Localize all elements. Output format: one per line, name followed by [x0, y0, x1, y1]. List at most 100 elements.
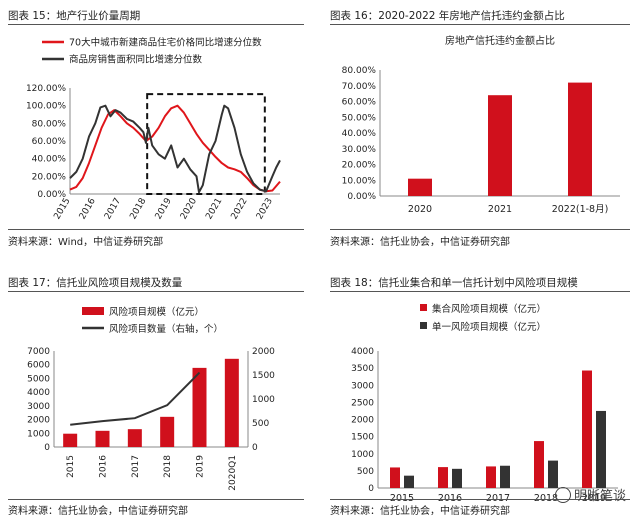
x-tick-label: 2019: [196, 455, 206, 478]
bar: [548, 460, 558, 488]
y-tick-label: 50.00%: [342, 113, 377, 123]
legend-label: 70大中城市新建商品住宅价格同比增速分位数: [69, 37, 262, 49]
bar: [404, 475, 414, 488]
divider: [8, 291, 304, 292]
legend-swatch: [82, 307, 104, 315]
y-tick-label: 60.00%: [32, 137, 67, 147]
chart-title: 房地产信托违约金额占比: [445, 34, 555, 47]
y-tick-label: 120.00%: [26, 84, 66, 94]
bar: [63, 433, 78, 447]
legend-swatch: [420, 322, 427, 329]
y-tick-label: 30.00%: [342, 145, 377, 155]
source-note: 资料来源：信托业协会，中信证券研究部: [8, 506, 188, 517]
y-tick-label-right: 1000: [252, 395, 275, 405]
y-tick-label: 80.00%: [342, 66, 377, 76]
y-tick-label: 10.00%: [342, 176, 377, 186]
x-tick-label: 2018: [534, 493, 558, 504]
panel-title: 图表 16：2020-2022 年房地产信托违约金额占比: [330, 10, 565, 22]
bar: [582, 370, 592, 488]
x-tick-label: 2018: [128, 196, 148, 221]
x-tick-label: 2022(1-8月): [552, 204, 609, 215]
y-tick-label: 20.00%: [342, 161, 377, 171]
y-tick-label: 1000: [351, 450, 374, 460]
y-tick-label: 3500: [351, 364, 374, 374]
x-tick-label: 2016: [438, 493, 462, 504]
y-tick-label-left: 5000: [27, 374, 50, 384]
x-tick-label: 2017: [103, 197, 123, 222]
source-note: 资料来源：信托业协会，中信证券研究部: [330, 237, 510, 248]
x-tick-label: 2018: [163, 455, 173, 478]
y-tick-label-left: 6000: [27, 361, 50, 371]
y-tick-label-right: 2000: [252, 347, 275, 357]
bar: [192, 367, 207, 447]
series-line: [70, 371, 201, 426]
bar: [127, 429, 142, 447]
panel-title: 图表 18：信托业集合和单一信托计划中风险项目规模: [330, 277, 578, 289]
series-line: [69, 104, 281, 193]
y-tick-label: 0.00%: [347, 192, 376, 202]
y-tick-label-right: 1500: [252, 371, 275, 381]
panel-title: 图表 15：地产行业价量周期: [8, 10, 141, 22]
y-tick-label: 20.00%: [32, 172, 67, 182]
bar: [534, 441, 544, 488]
y-tick-label: 2500: [351, 398, 374, 408]
x-tick-label: 2022: [230, 197, 250, 222]
chart-risk-project-scale: 风险项目规模（亿元） 风险项目数量（右轴，个） 0 1000 2000 3000 4000 5…: [27, 306, 275, 491]
y-tick-label-left: 4000: [27, 388, 50, 398]
watermark-text: 明晰笔谈: [573, 489, 626, 504]
y-tick-label: 40.00%: [32, 155, 67, 165]
panel-collective-single-trust: 图表 18：信托业集合和单一信托计划中风险项目规模 集合风险项目规模（亿元） 单一…: [330, 275, 630, 517]
x-tick-label: 2020: [408, 204, 432, 215]
x-tick-label: 2017: [486, 493, 510, 504]
source-note: 资料来源：信托业协会，中信证券研究部: [330, 506, 510, 517]
bar: [452, 468, 462, 488]
y-tick-label: 3000: [351, 381, 374, 391]
x-tick-label: 2015: [52, 197, 72, 222]
divider: [8, 229, 304, 230]
y-tick-label-right: 500: [252, 419, 269, 429]
panel-trust-risk-projects: 图表 17：信托业风险项目规模及数量 风险项目规模（亿元） 风险项目数量（右轴，个…: [8, 275, 304, 517]
y-tick-label: 0.00%: [37, 190, 66, 200]
chart-collective-single-risk: 集合风险项目规模（亿元） 单一风险项目规模（亿元） 0 500 1000 1500 2000…: [351, 303, 618, 504]
y-tick-label: 100.00%: [26, 102, 66, 112]
bar: [568, 82, 592, 196]
divider: [330, 24, 630, 25]
bar: [224, 358, 239, 447]
x-tick-label: 2016: [78, 196, 98, 221]
x-tick-label: 2020: [179, 196, 199, 221]
legend-label: 单一风险项目规模（亿元）: [432, 321, 546, 333]
bar: [438, 467, 448, 488]
watermark: 明晰笔谈: [554, 485, 626, 504]
divider: [330, 291, 630, 292]
chart-default-share: 房地产信托违约金额占比 0.00% 10.00% 20.00% 30.00% 40.00%…: [342, 34, 620, 215]
legend-label: 商品房销售面积同比增速分位数: [69, 54, 203, 66]
divider: [8, 24, 304, 25]
x-tick-label: 2019: [582, 493, 606, 504]
y-tick-label: 70.00%: [342, 82, 377, 92]
panel-trust-default-share: 图表 16：2020-2022 年房地产信托违约金额占比 房地产信托违约金额占比…: [330, 8, 630, 248]
bar: [486, 466, 496, 488]
bar: [500, 465, 510, 488]
y-tick-label-left: 7000: [27, 347, 50, 357]
y-tick-label-right: 0: [252, 443, 258, 453]
x-tick-label: 2023: [255, 197, 275, 222]
x-tick-label: 2016: [99, 455, 109, 478]
y-tick-label: 4000: [351, 347, 374, 357]
bar: [390, 467, 400, 488]
legend-label: 风险项目规模（亿元）: [109, 306, 204, 318]
y-tick-label: 0: [368, 484, 374, 494]
y-tick-label-left: 2000: [27, 416, 50, 426]
x-tick-label: 2020Q1: [228, 455, 238, 491]
legend-swatch: [420, 304, 427, 311]
x-tick-label: 2021: [488, 204, 512, 215]
y-tick-label-left: 1000: [27, 429, 50, 439]
source-note: 资料来源：Wind，中信证券研究部: [8, 237, 164, 248]
x-tick-label: 2019: [154, 196, 174, 221]
legend-label: 风险项目数量（右轴，个）: [109, 323, 223, 335]
bar: [596, 410, 606, 488]
panel-house-price-cycle: 图表 15：地产行业价量周期 70大中城市新建商品住宅价格同比增速分位数 商品房销…: [8, 8, 304, 248]
divider: [8, 499, 304, 500]
x-tick-label: 2015: [390, 493, 414, 504]
y-tick-label: 80.00%: [32, 119, 67, 129]
